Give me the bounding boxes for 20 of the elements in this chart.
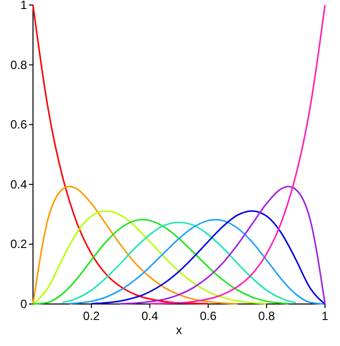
y-tick-label: 0.6 <box>10 118 28 132</box>
line-series <box>32 218 290 305</box>
line-series <box>61 222 297 304</box>
line-series <box>32 186 238 305</box>
x-tick-label: 0.2 <box>83 309 100 323</box>
line-series <box>90 210 326 305</box>
x-tick-label: 0.4 <box>141 309 158 323</box>
x-axis-title: x <box>176 323 182 337</box>
x-tick-label: 0.6 <box>200 309 217 323</box>
y-tick-label: 1 <box>20 0 28 12</box>
line-series <box>120 186 326 305</box>
x-tick-label: 1 <box>322 309 329 323</box>
x-tick-label: 0.8 <box>258 309 276 323</box>
line-series <box>149 4 326 304</box>
line-series <box>68 218 326 305</box>
y-tick-label: 0 <box>20 297 28 311</box>
line-series <box>32 210 268 305</box>
y-tick-label: 0.8 <box>10 58 28 72</box>
y-tick-label: 0.4 <box>10 177 28 192</box>
y-tick-label: 0.2 <box>10 237 28 252</box>
